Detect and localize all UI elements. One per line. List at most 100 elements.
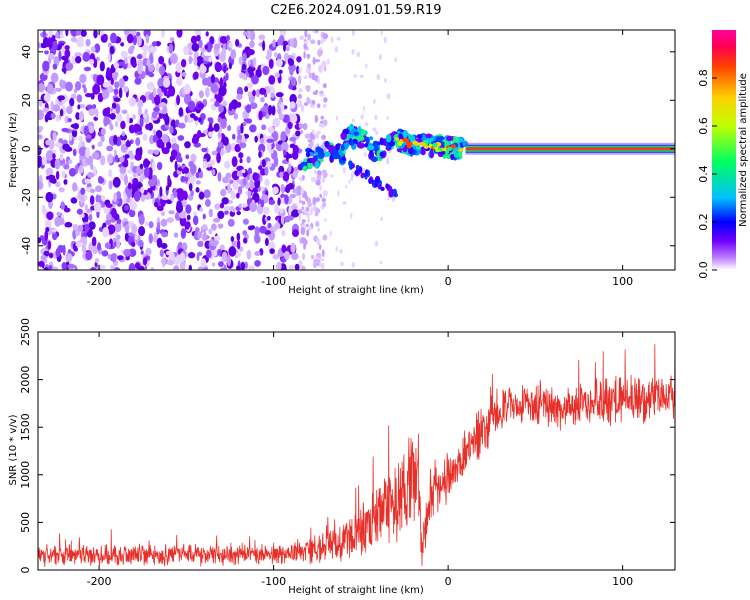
noise-blob: [64, 221, 73, 228]
noise-blob: [316, 169, 322, 177]
chart-title: C2E6.2024.091.01.59.R19: [270, 3, 441, 18]
noise-blob: [55, 115, 60, 122]
noise-blob: [118, 87, 123, 99]
noise-blob: [72, 223, 79, 231]
noise-blob: [315, 208, 321, 214]
noise-blob: [217, 210, 225, 220]
noise-blob: [106, 67, 111, 78]
noise-blob: [284, 194, 289, 205]
noise-blob: [146, 58, 151, 68]
noise-blob: [248, 265, 255, 270]
noise-blob: [128, 209, 136, 218]
noise-blob: [225, 72, 229, 81]
noise-blob: [302, 122, 308, 131]
noise-blob: [157, 77, 165, 89]
spectrogram-y-tick-label: -20: [20, 188, 33, 206]
noise-blob: [304, 133, 308, 139]
noise-blob: [115, 191, 122, 200]
noise-blob: [285, 46, 290, 52]
noise-blob: [242, 218, 249, 225]
noise-blob: [145, 247, 152, 256]
noise-blob: [136, 31, 141, 37]
sparse-blob: [339, 248, 343, 254]
noise-blob: [315, 260, 320, 264]
noise-blob: [240, 123, 244, 134]
snr-y-tick-label: 1500: [19, 413, 32, 441]
noise-blob: [180, 228, 187, 239]
noise-blob: [244, 86, 249, 93]
noise-blob: [315, 220, 320, 227]
noise-blob: [173, 254, 181, 265]
spectrogram-frame: [37, 29, 676, 271]
noise-blob: [236, 192, 240, 199]
noise-blob: [235, 38, 240, 47]
noise-blob: [323, 97, 328, 103]
noise-blob: [152, 134, 158, 143]
sparse-blob: [374, 130, 379, 135]
noise-blob: [243, 237, 248, 244]
noise-blob: [45, 139, 51, 146]
noise-blob: [38, 83, 46, 93]
sparse-blob: [348, 180, 351, 184]
noise-blob: [245, 118, 253, 124]
noise-blob: [251, 74, 259, 85]
noise-blob: [85, 147, 91, 159]
signal-branch-blob: [360, 172, 365, 179]
noise-blob: [274, 204, 280, 214]
noise-blob: [107, 53, 111, 63]
noise-blob: [298, 213, 302, 222]
noise-blob: [113, 88, 119, 96]
noise-blob: [193, 142, 202, 148]
noise-blob: [175, 202, 184, 214]
noise-blob: [273, 156, 279, 167]
noise-blob: [297, 93, 303, 99]
signal-blob: [302, 165, 308, 172]
noise-blob: [198, 39, 203, 49]
noise-blob: [96, 74, 105, 86]
noise-blob: [124, 154, 130, 159]
noise-blob: [67, 263, 75, 269]
sparse-blob: [386, 157, 390, 165]
noise-blob: [69, 97, 75, 107]
noise-blob: [134, 233, 139, 240]
noise-blob: [184, 114, 188, 123]
noise-blob: [205, 249, 212, 259]
noise-blob: [95, 56, 101, 62]
noise-blob: [86, 172, 95, 179]
noise-blob: [116, 234, 121, 240]
noise-blob: [247, 91, 254, 97]
noise-blob: [279, 30, 287, 37]
noise-blob: [303, 209, 307, 214]
noise-blob: [197, 102, 205, 110]
snr-y-tick-label: 0: [19, 567, 32, 574]
snr-series-line: [38, 340, 675, 568]
noise-blob: [187, 252, 196, 259]
noise-blob: [116, 238, 121, 249]
noise-blob: [184, 141, 191, 149]
colorbar-label: Normalized spectral amplitude: [738, 73, 749, 227]
noise-blob: [218, 86, 226, 96]
noise-blob: [228, 102, 233, 112]
noise-blob: [156, 138, 164, 149]
noise-blob: [178, 107, 184, 117]
noise-blob: [228, 246, 237, 257]
signal-blob: [364, 143, 369, 148]
signal-blob: [420, 146, 425, 151]
noise-blob: [237, 186, 243, 195]
colorbar: 0.0 0.2 0.4 0.6 0.8 Normalized spectral ampl…: [697, 30, 749, 279]
sparse-blob: [386, 116, 389, 120]
noise-blob: [239, 72, 245, 79]
noise-blob: [119, 166, 127, 174]
noise-blob: [55, 142, 63, 148]
noise-blob: [66, 105, 73, 115]
noise-blob: [109, 32, 117, 44]
noise-blob: [244, 261, 248, 270]
signal-blob: [367, 145, 375, 151]
noise-blob: [247, 190, 251, 199]
noise-blob: [76, 40, 84, 48]
noise-blob: [145, 34, 150, 44]
sparse-blob: [376, 73, 381, 81]
noise-blob: [143, 167, 150, 178]
